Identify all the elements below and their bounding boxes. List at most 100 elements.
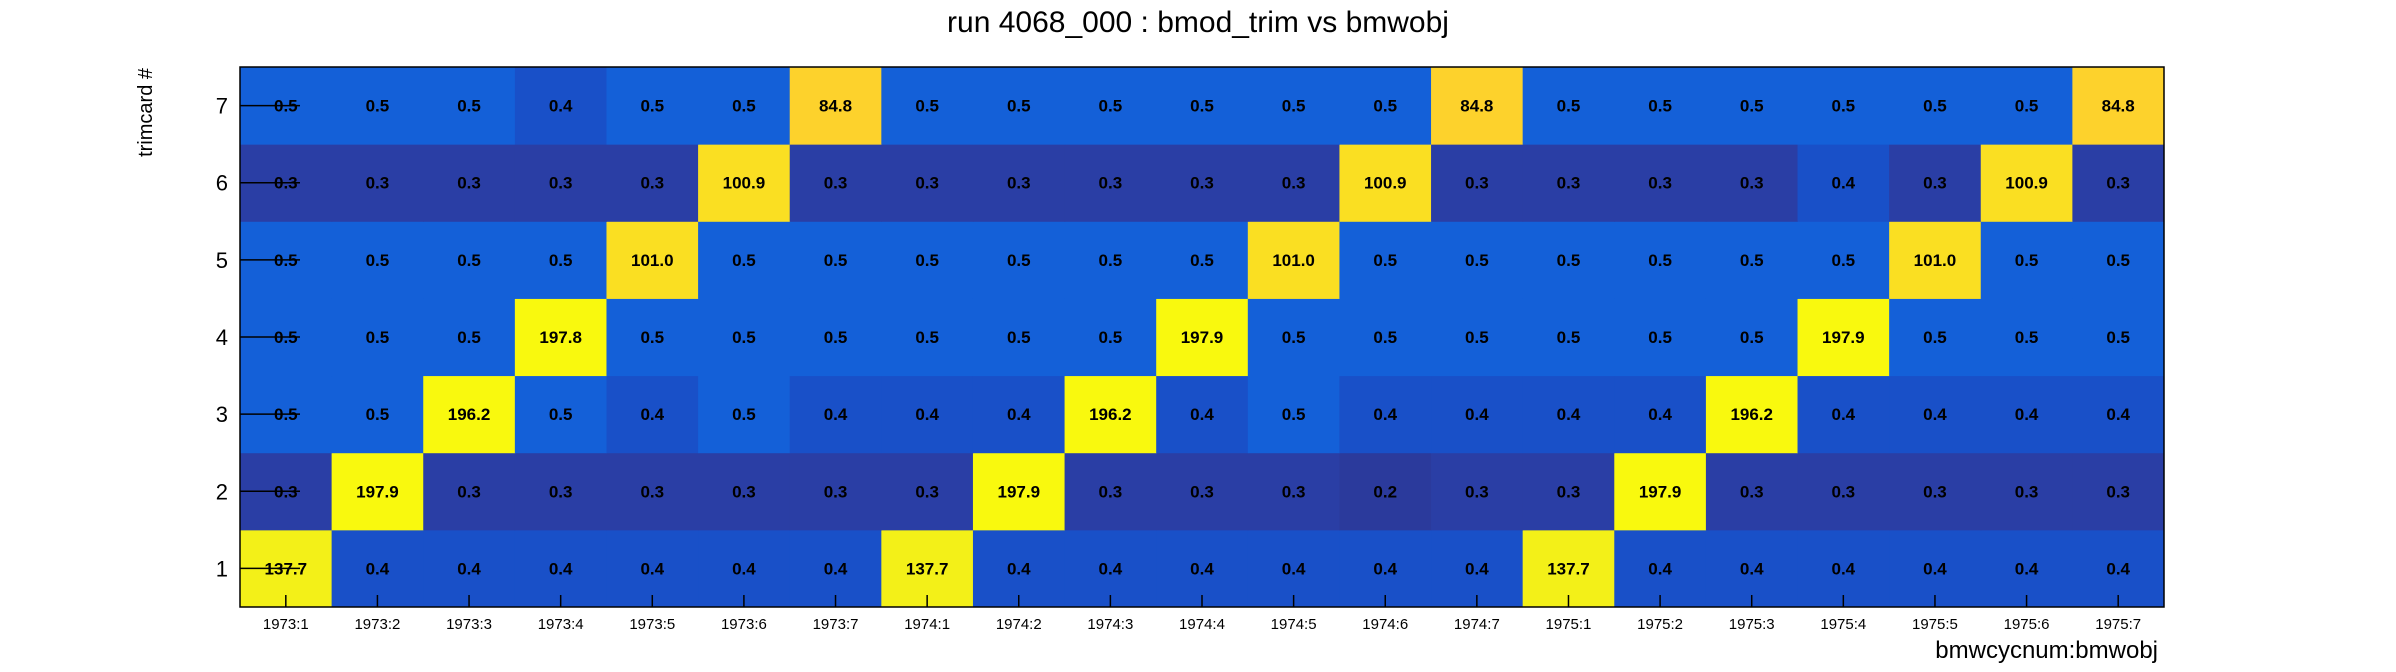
heatmap-cell (514, 452, 607, 531)
heatmap-cell (972, 67, 1066, 145)
cell-value-label: 0.5 (1282, 328, 1306, 347)
cell-value-label: 0.4 (1832, 559, 1856, 578)
heatmap-cell (514, 221, 607, 299)
cell-value-label: 0.5 (457, 328, 481, 347)
heatmap-cell (1522, 298, 1615, 377)
heatmap-cell (1064, 375, 1157, 454)
heatmap-cell (881, 144, 974, 222)
heatmap-cell (1156, 144, 1249, 222)
heatmap-cell (881, 375, 974, 454)
x-axis-ticks: 1973:1 1973:2 1973:3 1973:4 1973:5 1973:6 1973… (263, 595, 2141, 633)
cell-value-label: 101.0 (631, 251, 674, 270)
heatmap-cell (1980, 375, 2073, 454)
heatmap-cell (1247, 221, 1340, 299)
heatmap-cell (1156, 298, 1249, 377)
heatmap-cell (1614, 67, 1707, 145)
heatmap-cell (1889, 452, 1982, 531)
heatmap-cell (1889, 221, 1982, 299)
cell-value-label: 196.2 (448, 405, 491, 424)
heatmap-cell (1064, 221, 1157, 299)
heatmap-cell (514, 67, 607, 145)
heatmap-cell (423, 529, 516, 608)
heatmap-cell (2072, 67, 2165, 145)
cell-value-label: 100.9 (2005, 174, 2048, 193)
heatmap-cell (881, 529, 974, 608)
heatmap-cell (1156, 529, 1249, 608)
cell-value-label: 137.7 (1547, 559, 1590, 578)
cell-value-label: 0.3 (1190, 482, 1214, 501)
heatmap-cell (423, 221, 516, 299)
cell-value-label: 0.3 (1465, 482, 1489, 501)
heatmap-cell (1889, 298, 1982, 377)
x-tick-label: 1974:1 (904, 616, 950, 633)
heatmap-cell (972, 221, 1066, 299)
heatmap-cell (606, 144, 699, 222)
cell-value-label: 197.9 (997, 482, 1040, 501)
heatmap-cell (331, 452, 424, 531)
cell-value-label: 0.5 (2015, 328, 2039, 347)
heatmap-cell (789, 452, 882, 531)
y-tick-label: 1 (216, 556, 228, 581)
heatmap-cell (1705, 298, 1799, 377)
y-axis-label: trimcard # (135, 67, 157, 157)
heatmap-cell (514, 298, 607, 377)
cell-value-label: 0.4 (1740, 559, 1764, 578)
cell-value-label: 0.5 (1282, 97, 1306, 116)
heatmap-cell (514, 529, 607, 608)
cell-value-label: 0.3 (640, 482, 664, 501)
x-tick-label: 1973:6 (721, 616, 767, 633)
heatmap-cell (1889, 67, 1982, 145)
cell-value-label: 0.4 (1007, 405, 1031, 424)
cell-value-label: 0.3 (1282, 174, 1306, 193)
heatmap-cell (1064, 452, 1157, 531)
heatmap-cell (1247, 529, 1340, 608)
x-tick-label: 1973:5 (629, 616, 675, 633)
y-tick-label: 4 (216, 325, 228, 350)
cell-value-label: 197.9 (1822, 328, 1865, 347)
heatmap-cell (1064, 298, 1157, 377)
heatmap-cell (1064, 144, 1157, 222)
heatmap-cell (1614, 144, 1707, 222)
heatmap-cell (1431, 144, 1524, 222)
heatmap-cell (1339, 67, 1432, 145)
heatmap-cell (789, 298, 882, 377)
cell-value-label: 84.8 (1460, 97, 1493, 116)
y-axis-ticks: 1 2 3 4 5 6 7 (216, 94, 300, 581)
heatmap-cell (1705, 67, 1799, 145)
heatmap-cell (1614, 298, 1707, 377)
heatmap-cells (240, 67, 2165, 608)
heatmap-cell (331, 221, 424, 299)
cell-value-label: 100.9 (1364, 174, 1407, 193)
cell-value-label: 0.4 (824, 405, 848, 424)
heatmap-cell (1705, 221, 1799, 299)
heatmap-cell (698, 452, 791, 531)
cell-value-label: 0.5 (640, 328, 664, 347)
cell-value-label: 0.4 (1648, 559, 1672, 578)
cell-value-label: 197.9 (356, 482, 399, 501)
cell-value-label: 0.5 (1923, 97, 1947, 116)
cell-value-label: 0.3 (640, 174, 664, 193)
heatmap-cell (331, 144, 424, 222)
cell-value-label: 0.5 (1557, 251, 1581, 270)
cell-value-label: 0.4 (1373, 559, 1397, 578)
cell-value-label: 0.5 (1740, 97, 1764, 116)
heatmap-cell (2072, 452, 2165, 531)
x-tick-label: 1975:5 (1912, 616, 1958, 633)
cell-value-label: 0.4 (1465, 405, 1489, 424)
x-axis-label: bmwcycnum:bmwobj (1935, 637, 2158, 664)
heatmap-cell (972, 452, 1066, 531)
cell-value-label: 0.5 (732, 97, 756, 116)
heatmap-cell (1247, 375, 1340, 454)
cell-value-label: 0.4 (1465, 559, 1489, 578)
y-tick-label: 3 (216, 402, 228, 427)
cell-value-label: 0.5 (1923, 328, 1947, 347)
cell-value-label: 0.3 (1099, 482, 1123, 501)
x-tick-label: 1974:7 (1454, 616, 1500, 633)
cell-value-label: 0.4 (366, 559, 390, 578)
cell-value-label: 0.5 (1465, 328, 1489, 347)
heatmap-cell (1614, 452, 1707, 531)
heatmap-cell (1339, 298, 1432, 377)
heatmap-cell (331, 67, 424, 145)
cell-value-label: 0.3 (2106, 482, 2130, 501)
cell-value-label: 100.9 (723, 174, 766, 193)
